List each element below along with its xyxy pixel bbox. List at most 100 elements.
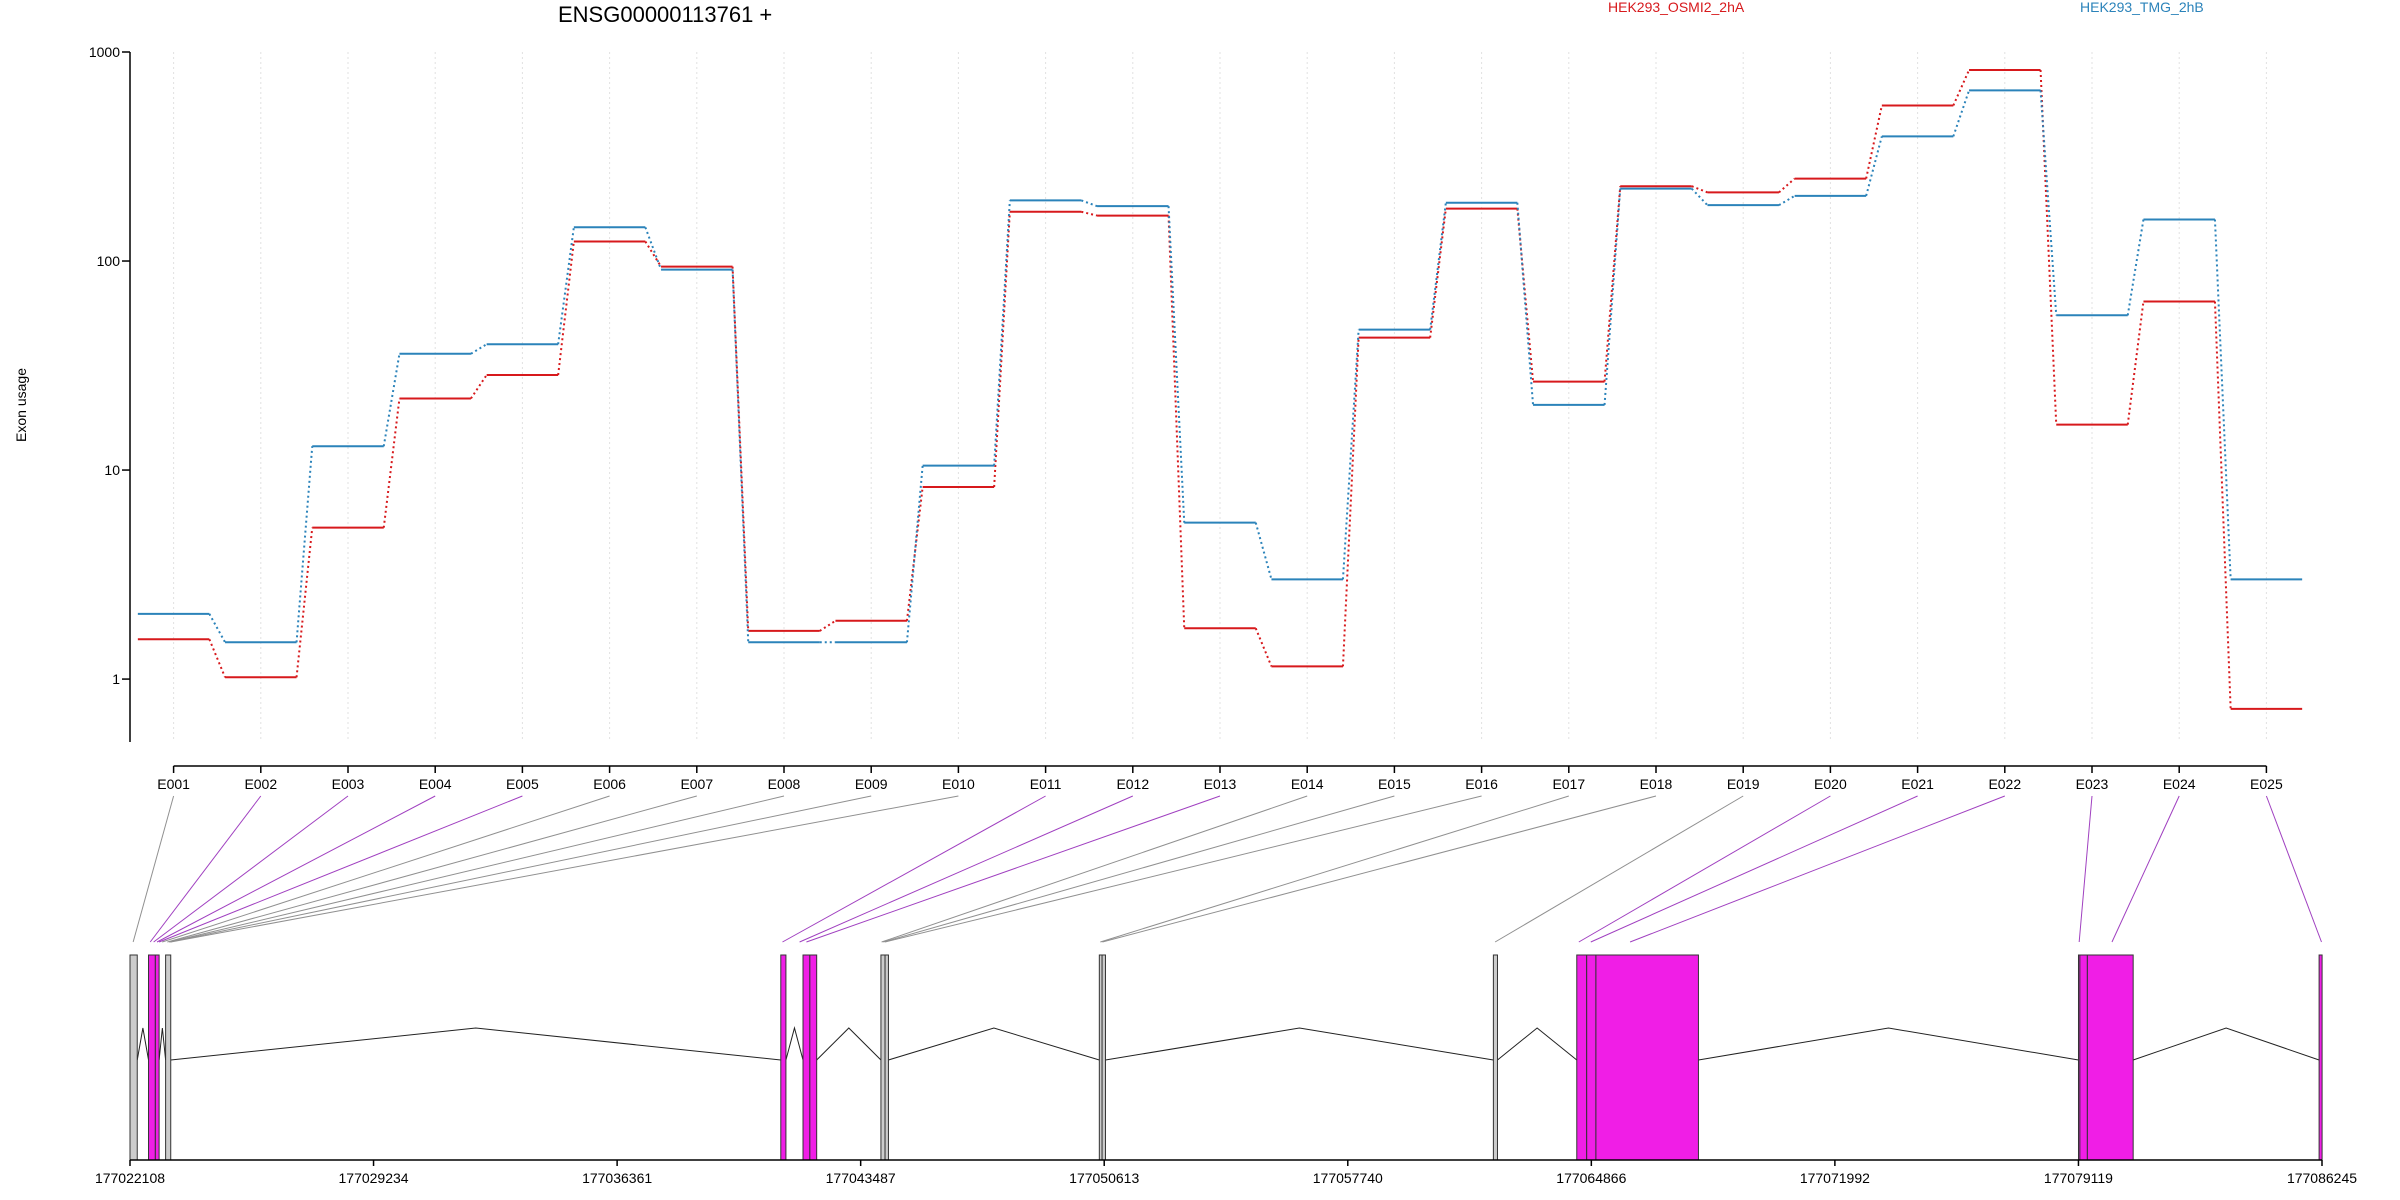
intron-line bbox=[816, 1027, 882, 1061]
series-connector bbox=[1167, 206, 1186, 523]
series-connector bbox=[382, 398, 401, 528]
exon-link bbox=[883, 795, 1395, 943]
intron-line bbox=[1105, 1027, 1494, 1061]
x-tick-label: E023 bbox=[2076, 776, 2109, 792]
series-connector bbox=[993, 211, 1011, 488]
exon-box bbox=[884, 954, 889, 1161]
exon-box bbox=[129, 954, 138, 1161]
series-lines bbox=[137, 69, 2303, 710]
y-axis-label: Exon usage bbox=[13, 368, 29, 442]
exon-box bbox=[1101, 954, 1106, 1161]
y-tick-label: 1 bbox=[112, 671, 120, 687]
exon-link bbox=[1590, 795, 1918, 943]
exon-link bbox=[1629, 795, 2005, 943]
exon-link bbox=[167, 795, 697, 943]
series-connector bbox=[1952, 90, 1970, 137]
series-connector bbox=[295, 527, 314, 678]
exon-box bbox=[148, 954, 156, 1161]
series-connector bbox=[1952, 69, 1970, 106]
intron-line bbox=[1698, 1027, 2079, 1061]
gene-model bbox=[129, 954, 2323, 1161]
x-tick-label: E020 bbox=[1814, 776, 1847, 792]
x-tick-label: E018 bbox=[1640, 776, 1673, 792]
exon-link bbox=[169, 795, 872, 943]
x-tick-label: E016 bbox=[1465, 776, 1498, 792]
exon-box bbox=[1576, 954, 1588, 1161]
genome-tick-label: 177064866 bbox=[1556, 1170, 1626, 1186]
exon-link bbox=[2078, 795, 2093, 943]
x-tick-label: E008 bbox=[768, 776, 801, 792]
genome-tick-label: 177022108 bbox=[95, 1170, 165, 1186]
exon-box bbox=[880, 954, 886, 1161]
exon-link bbox=[2265, 795, 2322, 943]
legend-entry-tmg: HEK293_TMG_2hB bbox=[2080, 0, 2204, 15]
intron-line bbox=[158, 1027, 167, 1061]
series-connector bbox=[1516, 208, 1535, 382]
exon-link bbox=[806, 795, 1221, 943]
exon-box bbox=[2318, 954, 2323, 1161]
genome-tick-label: 177043487 bbox=[826, 1170, 896, 1186]
series-connector bbox=[644, 240, 662, 268]
x-tick-label: E013 bbox=[1204, 776, 1237, 792]
x-tick-label: E010 bbox=[942, 776, 975, 792]
series-connector bbox=[1341, 329, 1360, 580]
exon-link bbox=[132, 795, 175, 943]
x-tick-label: E012 bbox=[1116, 776, 1149, 792]
series-connector bbox=[557, 227, 575, 345]
series-connector bbox=[470, 343, 488, 355]
intron-line bbox=[2133, 1027, 2320, 1061]
intron-line bbox=[1497, 1027, 1578, 1061]
genome-tick-label: 177086245 bbox=[2287, 1170, 2357, 1186]
exon-link bbox=[158, 795, 523, 943]
exon-link bbox=[799, 795, 1134, 943]
series-connector bbox=[1516, 202, 1535, 405]
intron-line bbox=[785, 1026, 804, 1061]
x-tick-label: E025 bbox=[2250, 776, 2283, 792]
x-tick-label: E003 bbox=[332, 776, 365, 792]
genome-tick-label: 177071992 bbox=[1800, 1170, 1870, 1186]
exon-box bbox=[1595, 954, 1699, 1161]
series-1 bbox=[137, 89, 2303, 644]
x-tick-label: E011 bbox=[1030, 776, 1062, 792]
exon-box bbox=[154, 954, 160, 1161]
series-connector bbox=[2213, 219, 2232, 580]
exon-link bbox=[170, 795, 959, 943]
series-connector bbox=[2126, 301, 2145, 425]
exon-link bbox=[2111, 795, 2180, 943]
x-tick-label: E001 bbox=[157, 776, 190, 792]
exon-link bbox=[156, 795, 436, 943]
series-connector bbox=[731, 269, 750, 643]
series-connector bbox=[1603, 188, 1622, 405]
y-tick-label: 1000 bbox=[89, 44, 120, 60]
exon-links bbox=[132, 795, 2322, 943]
series-0 bbox=[137, 69, 2303, 710]
exon-link bbox=[1100, 795, 1569, 943]
exon-box bbox=[809, 954, 818, 1161]
intron-line bbox=[136, 1027, 150, 1061]
legend-entry-osmi2: HEK293_OSMI2_2hA bbox=[1608, 0, 1745, 15]
series-connector bbox=[382, 353, 401, 447]
exon-link bbox=[153, 795, 349, 943]
x-tick-label: E009 bbox=[855, 776, 888, 792]
exon-box bbox=[1586, 954, 1597, 1161]
exon-box bbox=[2079, 954, 2088, 1161]
x-tick-label: E022 bbox=[1988, 776, 2021, 792]
series-connector bbox=[2039, 69, 2058, 425]
x-tick-label: E021 bbox=[1901, 776, 1934, 792]
series-connector bbox=[819, 619, 836, 632]
series-connector bbox=[208, 613, 226, 643]
series-connector bbox=[1341, 337, 1360, 667]
x-tick-label: E024 bbox=[2163, 776, 2196, 792]
series-connector bbox=[1691, 185, 1708, 194]
y-tick-label: 10 bbox=[104, 462, 120, 478]
genome-tick-label: 177036361 bbox=[582, 1170, 652, 1186]
series-connector bbox=[1429, 208, 1447, 338]
series-connector bbox=[208, 638, 226, 678]
series-connector bbox=[1081, 199, 1098, 208]
exon-link bbox=[149, 795, 262, 943]
series-connector bbox=[993, 200, 1011, 466]
x-tick-label: E005 bbox=[506, 776, 539, 792]
series-connector bbox=[905, 486, 924, 621]
series-connector bbox=[905, 465, 924, 643]
